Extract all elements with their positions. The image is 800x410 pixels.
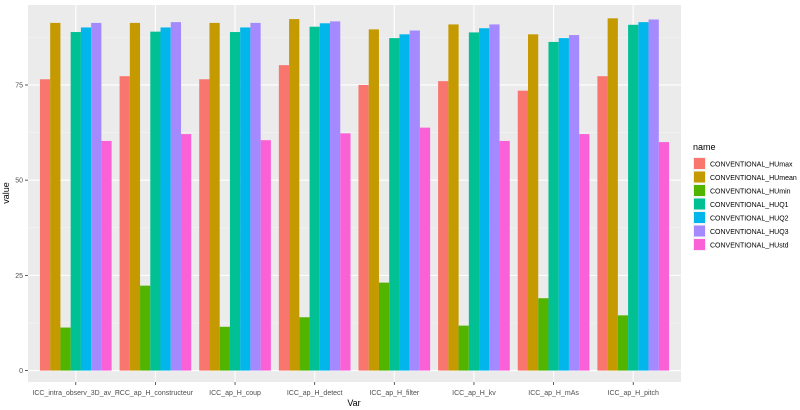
bar (299, 317, 310, 371)
bar (70, 32, 81, 371)
y-tick-label: 50 (15, 178, 23, 185)
bar (309, 26, 320, 371)
bar (378, 282, 390, 371)
x-tick-label: ICC_ap_H_pitch (608, 390, 659, 397)
bar (607, 18, 618, 371)
legend-label: CONVENTIONAL_HUQ1 (710, 202, 789, 209)
bar (340, 133, 351, 371)
bar (399, 34, 410, 371)
legend-label: CONVENTIONAL_HUmax (710, 162, 793, 169)
bar (617, 315, 629, 371)
bar (181, 134, 192, 371)
x-axis: ICC_intra_observ_3D_av_FICC_ap_H_constru… (32, 382, 659, 397)
legend-label: CONVENTIONAL_HUQ2 (710, 216, 789, 223)
bar (129, 22, 141, 371)
legend: name CONVENTIONAL_HUmax CONVENTIONAL_HUme… (693, 142, 797, 251)
legend-key (694, 198, 705, 210)
y-axis-title: value (1, 182, 11, 204)
y-tick-label: 25 (15, 273, 23, 280)
legend-key (694, 212, 705, 223)
bar (170, 22, 182, 371)
bar (91, 22, 102, 371)
bar (368, 29, 379, 371)
bar (229, 32, 241, 371)
bar (209, 22, 220, 371)
bar (101, 140, 112, 371)
bar (568, 35, 580, 371)
bar (80, 27, 92, 371)
bars (39, 18, 670, 371)
bar (160, 27, 171, 371)
bar (527, 34, 539, 371)
bar (389, 38, 400, 371)
legend-label: CONVENTIONAL_HUQ3 (710, 229, 789, 236)
legend-label: CONVENTIONAL_HUmean (710, 175, 797, 182)
bar (419, 127, 431, 371)
bar (60, 327, 71, 371)
bar (448, 24, 459, 371)
bar (39, 79, 51, 371)
x-tick-label: ICC_intra_observ_3D_av_F (32, 390, 119, 397)
bar (330, 21, 341, 371)
x-tick-label: ICC_ap_H_kv (452, 390, 496, 397)
bar (119, 76, 130, 371)
bar (548, 41, 559, 371)
bar (240, 27, 251, 371)
x-tick-label: ICC_ap_H_constructeur (118, 390, 194, 397)
bar (458, 325, 469, 371)
legend-label: CONVENTIONAL_HUstd (710, 243, 789, 250)
bar (219, 326, 230, 371)
bar (479, 28, 490, 371)
x-tick-label: ICC_ap_H_detect (287, 390, 343, 397)
bar (150, 31, 161, 371)
bar (558, 38, 569, 371)
bar (517, 90, 528, 371)
bar (499, 140, 510, 371)
bar (260, 140, 271, 371)
bar (319, 23, 331, 371)
x-axis-title: Var (347, 398, 360, 408)
bar (538, 298, 549, 371)
bar (579, 134, 590, 371)
legend-key (694, 225, 705, 237)
bar (278, 65, 290, 371)
legend-key (694, 239, 705, 250)
x-tick-label: ICC_ap_H_filter (369, 390, 419, 397)
bar (250, 22, 261, 371)
bar (50, 22, 61, 371)
legend-key (694, 185, 705, 196)
bar (597, 76, 608, 371)
x-tick-label: ICC_ap_H_mAs (528, 390, 579, 397)
bar (489, 24, 500, 371)
y-axis: 0 25 50 75 (15, 82, 28, 375)
bar (199, 79, 210, 371)
bar (409, 30, 420, 371)
bar (638, 22, 649, 371)
legend-key (694, 171, 705, 183)
legend-label: CONVENTIONAL_HUmin (710, 189, 791, 196)
legend-key (694, 158, 705, 169)
bar (648, 19, 659, 371)
bar (658, 142, 670, 371)
legend-title: name (693, 142, 716, 152)
bar (628, 24, 639, 371)
bar (289, 19, 300, 371)
bar (358, 84, 369, 371)
bar (468, 32, 480, 371)
bar (438, 81, 449, 371)
y-tick-label: 0 (19, 368, 23, 375)
y-tick-label: 75 (15, 82, 23, 89)
bar (140, 285, 151, 371)
x-tick-label: ICC_ap_H_coup (209, 390, 261, 397)
